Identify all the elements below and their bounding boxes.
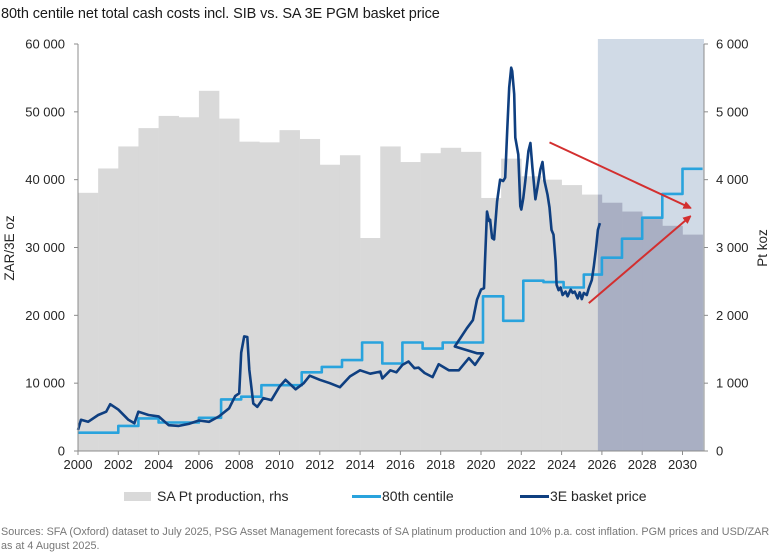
- x-tick-label: 2008: [225, 457, 254, 472]
- y-tick-label: 0: [58, 444, 65, 459]
- x-tick-label: 2010: [265, 457, 294, 472]
- y-tick-label: 60 000: [25, 37, 65, 52]
- chart-title: 80th centile net total cash costs incl. …: [1, 6, 440, 22]
- chart-canvas: 2000 2002 2004 2006 2008 2010 2012 2014 2016 2018…: [2, 37, 770, 473]
- annotations: [549, 141, 690, 304]
- production-bar: [460, 151, 482, 452]
- production-bar: [158, 115, 180, 452]
- production-bar: [138, 128, 159, 451]
- y2-tick-label: 6 000: [716, 37, 749, 52]
- production-bar-forecast: [622, 211, 643, 451]
- legend-label-centile: 80th centile: [382, 488, 454, 504]
- production-bar: [178, 117, 200, 451]
- x-tick-label: 2024: [547, 457, 576, 472]
- production-bar: [198, 90, 220, 452]
- red-arrow-2: [588, 217, 690, 304]
- production-bar: [259, 142, 280, 451]
- legend: SA Pt production, rhs 80th centile 3E ba…: [0, 488, 777, 510]
- y2-tick-label: 4 000: [716, 172, 749, 187]
- x-tick-label: 2002: [104, 457, 133, 472]
- production-bar: [541, 179, 562, 451]
- production-bar-forecast: [601, 202, 623, 451]
- x-tick-label: 2006: [184, 457, 213, 472]
- production-bar: [581, 194, 599, 451]
- y-tick-label: 50 000: [25, 104, 65, 119]
- y2-tick-label: 2 000: [716, 308, 749, 323]
- production-bar: [219, 118, 240, 451]
- production-bar: [279, 130, 300, 452]
- legend-item-production: SA Pt production, rhs: [124, 488, 289, 504]
- red-arrow-1: [549, 141, 690, 207]
- y-tick-label: 10 000: [25, 376, 65, 391]
- y2-tick-label: 1 000: [716, 376, 749, 391]
- production-bar-forecast: [662, 225, 683, 451]
- production-bar: [319, 164, 341, 451]
- production-bar: [440, 147, 462, 451]
- y-tick-label: 30 000: [25, 240, 65, 255]
- y-axis-left: 0 10 000 20 000 30 000 40 000 50 000 60 000: [25, 37, 79, 459]
- production-bar: [118, 146, 139, 451]
- legend-item-centile: 80th centile: [352, 488, 454, 504]
- production-bar-forecast: [597, 194, 603, 451]
- legend-item-basket: 3E basket price: [520, 488, 647, 504]
- legend-label-basket: 3E basket price: [550, 488, 647, 504]
- y-axis-title: ZAR/3E oz: [2, 215, 17, 281]
- y-tick-label: 40 000: [25, 172, 65, 187]
- y2-tick-label: 3 000: [716, 240, 749, 255]
- production-bar: [420, 153, 441, 451]
- x-tick-label: 2012: [305, 457, 334, 472]
- production-bar: [521, 176, 542, 451]
- production-bar: [400, 162, 421, 451]
- legend-label-production: SA Pt production, rhs: [157, 488, 289, 504]
- production-bar-forecast: [682, 234, 703, 451]
- x-tick-label: 2016: [386, 457, 415, 472]
- production-bar: [339, 155, 361, 451]
- legend-swatch-production: [124, 491, 151, 501]
- production-bar: [78, 192, 99, 451]
- x-tick-label: 2000: [64, 457, 93, 472]
- production-bar: [239, 141, 260, 451]
- axes: 2000 2002 2004 2006 2008 2010 2012 2014 2016 2018…: [25, 37, 748, 473]
- production-bar: [98, 168, 119, 451]
- y2-axis-title: Pt koz: [755, 229, 770, 267]
- production-bar: [501, 158, 522, 451]
- basket-price-line: [76, 66, 602, 431]
- legend-swatch-centile: [352, 494, 381, 498]
- y-tick-label: 20 000: [25, 308, 65, 323]
- x-tick-label: 2004: [144, 457, 173, 472]
- x-tick-label: 2018: [426, 457, 455, 472]
- x-tick-label: 2028: [628, 457, 657, 472]
- production-bar-forecast: [642, 219, 663, 451]
- x-tick-label: 2030: [668, 457, 697, 472]
- series-lines: [76, 66, 703, 435]
- x-tick-label: 2026: [587, 457, 616, 472]
- production-bar: [360, 238, 381, 451]
- production-bar: [380, 146, 401, 451]
- x-axis: 2000 2002 2004 2006 2008 2010 2012 2014 2016 2018…: [64, 450, 704, 472]
- y2-tick-label: 5 000: [716, 104, 749, 119]
- x-tick-label: 2014: [346, 457, 375, 472]
- production-bar: [299, 138, 321, 451]
- x-tick-label: 2022: [507, 457, 536, 472]
- y2-tick-label: 0: [716, 444, 723, 459]
- legend-swatch-basket: [520, 494, 549, 498]
- y-axis-right: 0 1 000 2 000 3 000 4 000 5 000 6 000: [703, 37, 749, 459]
- sources-note: Sources: SFA (Oxford) dataset to July 20…: [1, 526, 770, 552]
- x-tick-label: 2020: [467, 457, 496, 472]
- production-bar: [561, 185, 583, 452]
